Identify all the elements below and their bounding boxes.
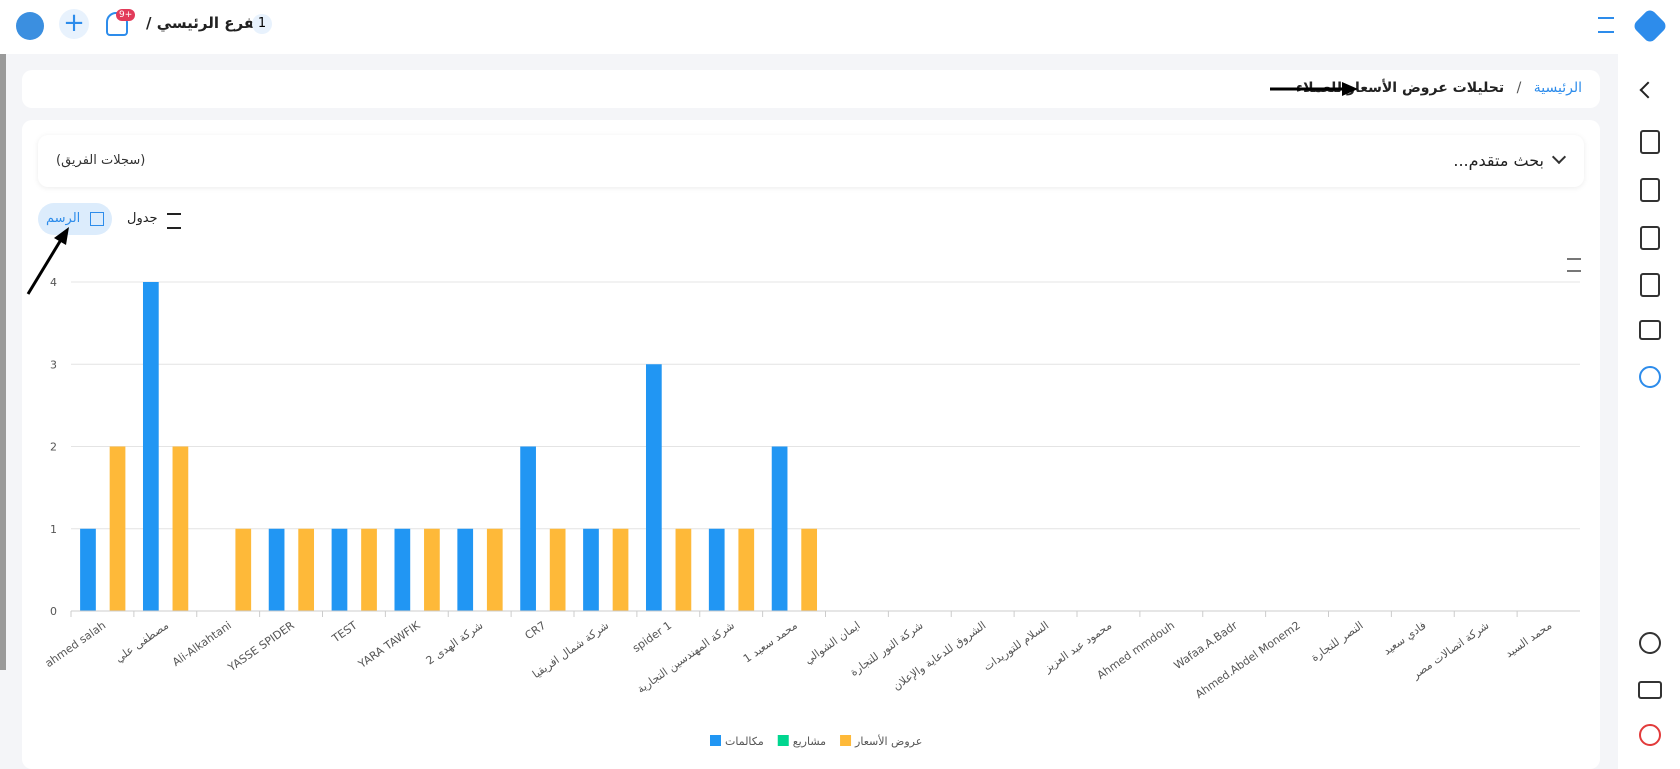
branch-name[interactable]: الفرع الرئيسي / (146, 14, 266, 32)
bar (394, 528, 411, 611)
annotation-arrow (26, 227, 69, 295)
nav-icon[interactable] (1640, 178, 1660, 202)
chart-tab-label[interactable]: الرسم (46, 211, 81, 226)
table-tab[interactable]: جدول (127, 211, 158, 226)
bar (235, 528, 252, 611)
bar (142, 282, 159, 611)
x-tick-label: YASSE SPIDER (225, 619, 297, 675)
screen-icon[interactable] (1638, 681, 1662, 699)
bar (298, 528, 315, 611)
x-tick-label: النصر للتجارة (1309, 619, 1366, 664)
x-tick-label: مصطفى علي (113, 619, 171, 665)
x-tick-label: CR7 (523, 619, 549, 642)
add-button[interactable]: + (59, 9, 89, 39)
x-tick-label: السلام للتوريدات (981, 619, 1051, 674)
bar (675, 528, 692, 611)
legend-swatch (710, 735, 721, 746)
bar (645, 364, 662, 611)
branch-count: 1 (252, 14, 272, 34)
search-panel[interactable]: بحث متقدم... (سجلات الفريق) (38, 135, 1584, 187)
bar (708, 528, 725, 611)
y-tick-label: 2 (50, 441, 57, 454)
x-tick-label: محمد سعيد 1 (741, 619, 800, 666)
chart-tab-icon (90, 212, 104, 226)
bar (486, 528, 503, 611)
legend-item: مكالمات (710, 735, 764, 748)
bar (738, 528, 755, 611)
nav-icon[interactable] (1640, 226, 1660, 250)
settings-icon[interactable] (1639, 632, 1661, 654)
x-tick-label: TEST (329, 619, 360, 646)
y-tick-label: 3 (50, 358, 57, 371)
bar (331, 528, 348, 611)
scrollbar (0, 54, 6, 670)
chart-tab[interactable]: الرسم (38, 203, 112, 235)
nav-icon-active[interactable] (1639, 366, 1661, 388)
x-tick-label: ahmed salah (43, 619, 109, 670)
breadcrumb-home[interactable]: الرئيسية (1533, 80, 1582, 96)
search-scope: (سجلات الفريق) (56, 153, 146, 168)
x-tick-label: ايمان الشوالي (802, 619, 863, 667)
logo[interactable] (16, 12, 44, 40)
bar (583, 528, 599, 611)
legend-label: عروض الأسعار (854, 734, 922, 748)
x-tick-label: محمد السيد (1503, 619, 1555, 661)
bar (80, 528, 96, 611)
side-bar (1618, 54, 1680, 769)
search-label[interactable]: بحث متقدم... (1453, 151, 1544, 170)
y-tick-label: 4 (50, 276, 57, 289)
menu-toggle[interactable] (1598, 17, 1614, 33)
x-tick-label: Ahmed.Abdel Monem2 (1193, 619, 1303, 701)
nav-icon[interactable] (1639, 320, 1661, 340)
y-tick-label: 1 (50, 523, 57, 536)
legend-swatch (777, 735, 789, 746)
legend-item: عروض الأسعار (840, 734, 922, 748)
top-bar: + 9+ الفرع الرئيسي / 1 (0, 0, 1680, 54)
bar (109, 446, 126, 611)
legend-label: مكالمات (725, 735, 764, 748)
bar (520, 446, 536, 611)
table-tab-icon (167, 213, 181, 229)
breadcrumb-separator: / (1516, 80, 1522, 96)
x-tick-label: YARA TAWFIK (355, 618, 423, 671)
bar (268, 528, 285, 611)
chart-menu[interactable] (1567, 258, 1581, 272)
nav-icon[interactable] (1640, 273, 1660, 297)
bar (424, 528, 440, 611)
legend-item: مشاريع (777, 735, 826, 748)
bar (801, 528, 818, 611)
bar (549, 528, 566, 611)
notification-badge: 9+ (116, 9, 136, 21)
logout-icon[interactable] (1639, 724, 1661, 746)
bar (771, 446, 788, 611)
nav-icon[interactable] (1640, 130, 1660, 154)
bar (361, 528, 377, 611)
bar (457, 528, 474, 611)
legend-swatch (840, 735, 852, 746)
bar (612, 528, 629, 611)
annotation-arrow (1270, 82, 1358, 96)
breadcrumb-card: الرئيسية / تحليلات عروض الأسعار للعملاء (22, 70, 1600, 108)
legend-label: مشاريع (793, 735, 826, 748)
y-tick-label: 0 (50, 605, 57, 618)
content-card: بحث متقدم... (سجلات الفريق) الرسم جدول (22, 120, 1600, 769)
x-tick-label: Ali-Alkahtani (170, 619, 234, 669)
x-tick-label: spider 1 (630, 619, 674, 655)
x-tick-label: شركة الهدى 2 (424, 619, 486, 668)
bar (172, 446, 189, 611)
x-tick-label: فادي سعيد (1381, 619, 1429, 658)
